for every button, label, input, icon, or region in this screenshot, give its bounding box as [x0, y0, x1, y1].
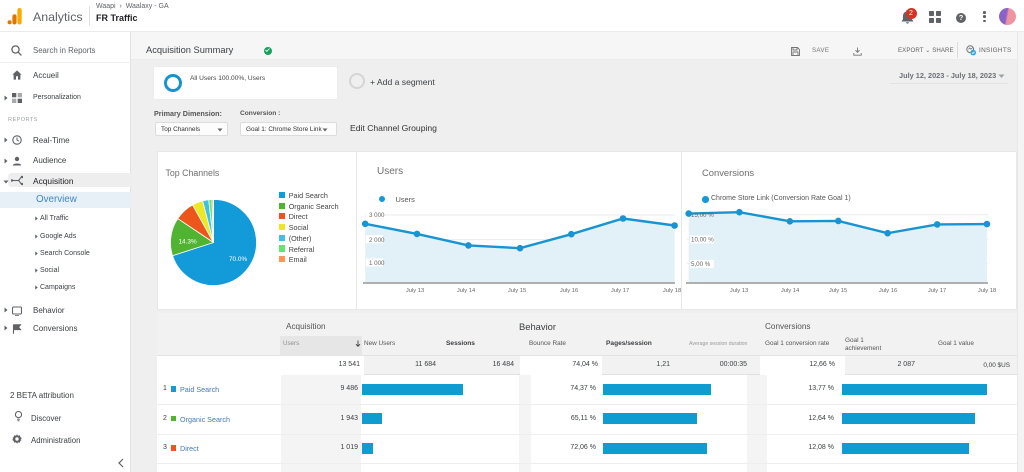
svg-text:July 17: July 17 — [611, 288, 629, 294]
svg-text:July 17: July 17 — [928, 288, 946, 294]
svg-text:July 16: July 16 — [879, 288, 897, 294]
svg-text:2 000: 2 000 — [369, 237, 385, 244]
svg-text:10,00 %: 10,00 % — [691, 236, 714, 243]
svg-text:July 14: July 14 — [457, 288, 476, 294]
svg-text:July 14: July 14 — [781, 288, 800, 294]
svg-text:3 000: 3 000 — [369, 212, 385, 219]
svg-text:July 18: July 18 — [663, 288, 681, 294]
svg-text:July 13: July 13 — [406, 288, 424, 294]
svg-text:July 16: July 16 — [560, 288, 578, 294]
svg-text:70.0%: 70.0% — [229, 256, 247, 263]
svg-text:July 18: July 18 — [978, 288, 996, 294]
svg-text:July 13: July 13 — [730, 288, 748, 294]
svg-text:5,00 %: 5,00 % — [691, 261, 711, 268]
svg-text:July 15: July 15 — [829, 288, 847, 294]
svg-text:1 000: 1 000 — [369, 260, 385, 267]
svg-text:15,00 %: 15,00 % — [691, 212, 714, 219]
svg-text:July 15: July 15 — [508, 288, 526, 294]
svg-text:14.3%: 14.3% — [179, 239, 197, 246]
